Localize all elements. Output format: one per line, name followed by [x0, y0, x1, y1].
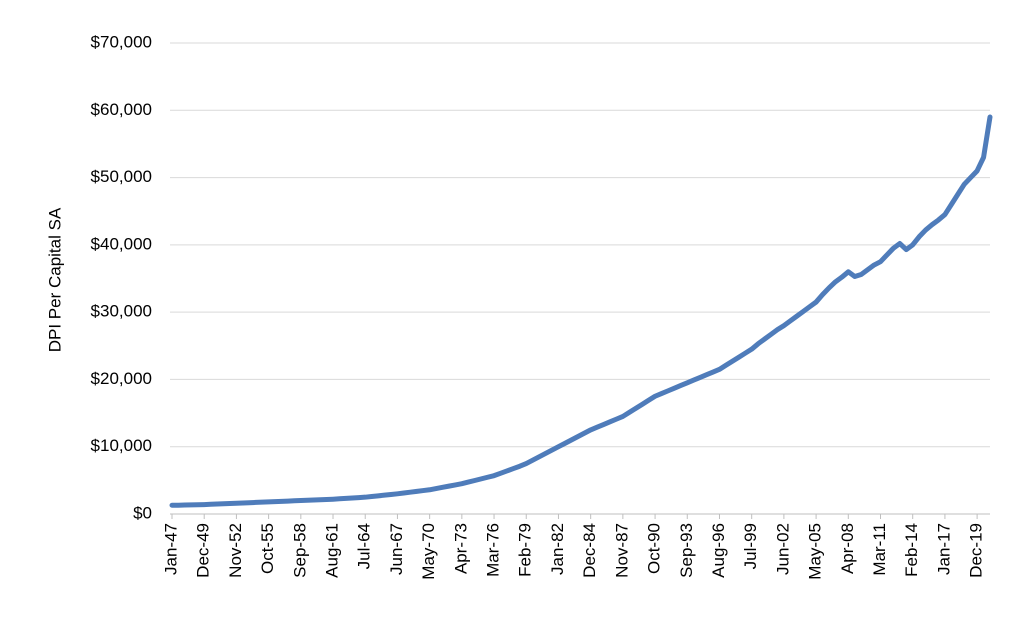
x-tick-label: Oct-90	[645, 523, 664, 574]
x-tick-label: Feb-14	[902, 523, 921, 577]
y-tick-label: $30,000	[91, 302, 152, 321]
x-tick-label: Jan-47	[161, 523, 180, 575]
x-tick-label: Jun-02	[773, 523, 792, 575]
x-tick-label: Aug-96	[709, 523, 728, 578]
y-axis-title: DPI Per Capital SA	[45, 207, 64, 352]
y-tick-label: $40,000	[91, 234, 152, 253]
x-tick-label: Sep-93	[677, 523, 696, 578]
x-tick-label: Jan-17	[934, 523, 953, 575]
y-tick-label: $50,000	[91, 167, 152, 186]
x-tick-label: Dec-19	[967, 523, 986, 578]
x-tick-label: Oct-55	[258, 523, 277, 574]
x-tick-label: Jan-82	[548, 523, 567, 575]
x-tick-label: Feb-79	[516, 523, 535, 577]
x-tick-label: Dec-84	[580, 523, 599, 578]
x-tick-label: Jul-99	[741, 523, 760, 569]
x-tick-label: Apr-08	[838, 523, 857, 574]
x-tick-label: May-70	[419, 523, 438, 580]
y-tick-label: $0	[133, 503, 152, 522]
x-tick-label: Dec-49	[194, 523, 213, 578]
y-tick-label: $20,000	[91, 369, 152, 388]
x-tick-label: Aug-61	[323, 523, 342, 578]
y-tick-label: $60,000	[91, 100, 152, 119]
x-tick-label: Jun-67	[387, 523, 406, 575]
x-tick-label: Mar-76	[484, 523, 503, 577]
x-tick-label: Apr-73	[451, 523, 470, 574]
x-tick-label: Nov-87	[612, 523, 631, 578]
y-tick-label: $10,000	[91, 436, 152, 455]
x-tick-label: May-05	[806, 523, 825, 580]
data-line	[169, 114, 993, 508]
x-tick-label: Jul-64	[355, 523, 374, 569]
x-tick-label: Mar-11	[870, 523, 889, 576]
y-tick-label: $70,000	[91, 32, 152, 51]
x-tick-label: Nov-52	[226, 523, 245, 578]
x-tick-label: Sep-58	[290, 523, 309, 578]
